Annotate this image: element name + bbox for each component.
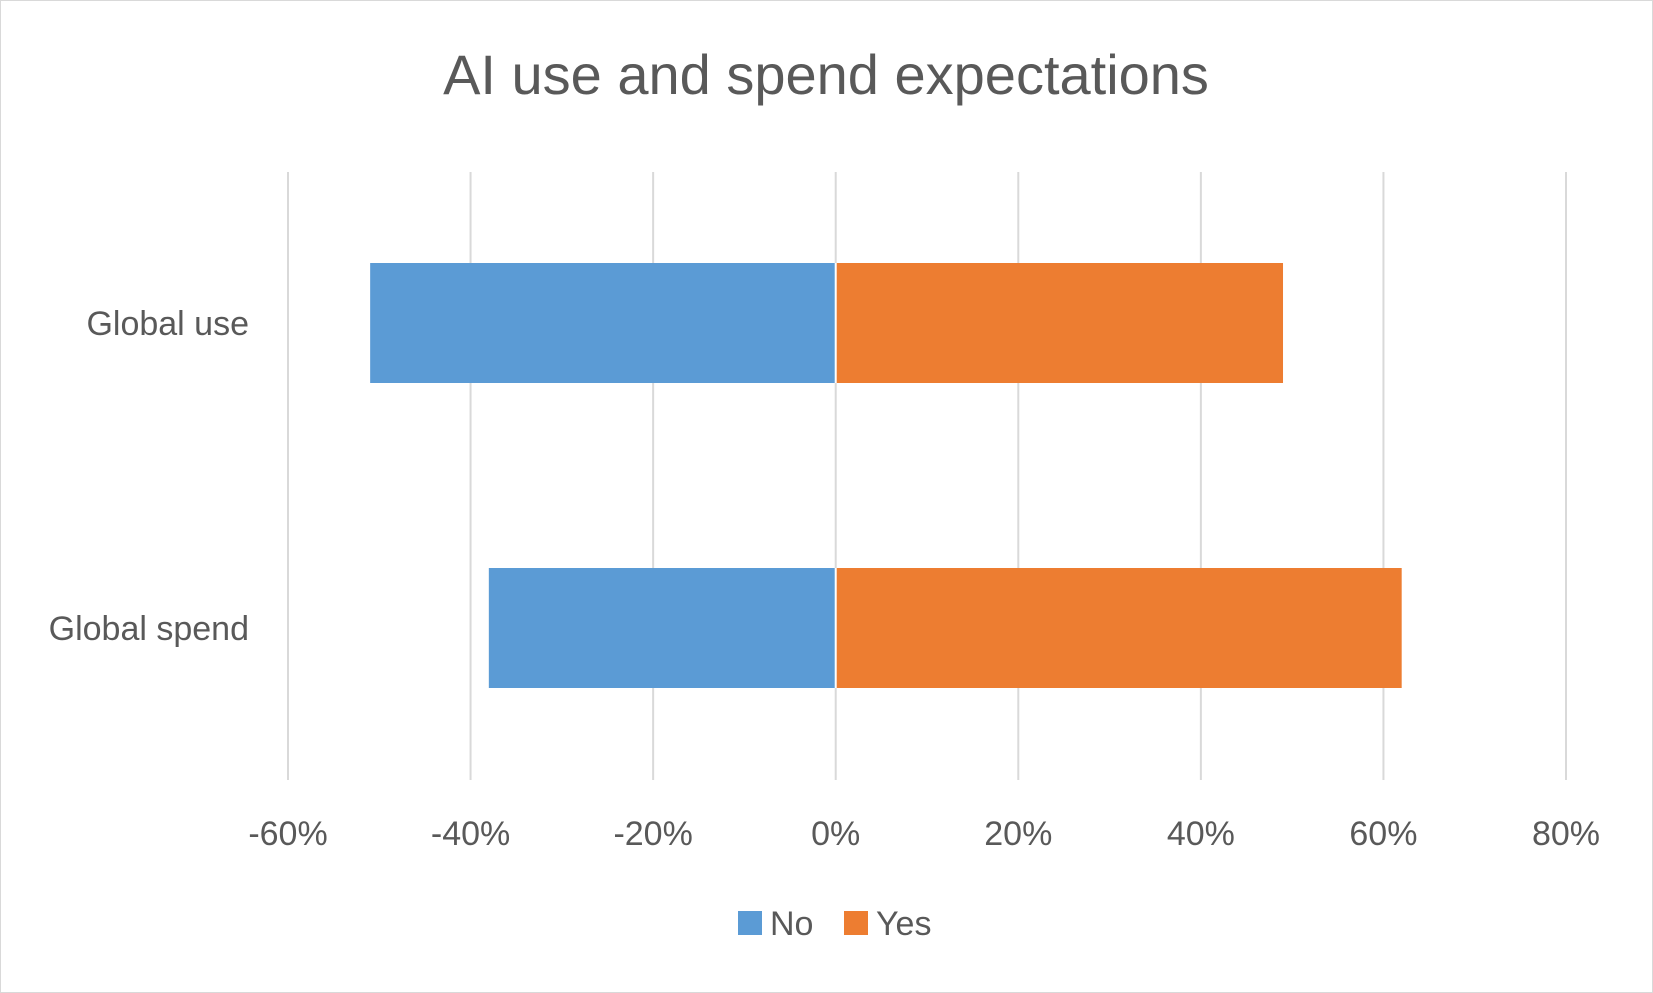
legend-swatch-yes bbox=[844, 911, 868, 935]
category-labels: Global use Global spend bbox=[49, 305, 249, 648]
bar-no-global-spend bbox=[488, 568, 836, 688]
legend: No Yes bbox=[738, 905, 931, 943]
x-tick-label: -20% bbox=[613, 815, 692, 853]
legend-label-no: No bbox=[770, 905, 813, 943]
category-label: Global use bbox=[86, 305, 249, 343]
legend-swatch-no bbox=[738, 911, 762, 935]
x-tick-label: -40% bbox=[431, 815, 510, 853]
bar-yes-global-spend bbox=[835, 568, 1402, 688]
x-tick-label: -60% bbox=[248, 815, 327, 853]
x-tick-label: 60% bbox=[1349, 815, 1417, 853]
x-tick-label: 40% bbox=[1167, 815, 1235, 853]
x-tick-label: 20% bbox=[984, 815, 1052, 853]
x-axis-tick-labels: -60% -40% -20% 0% 20% 40% 60% 80% bbox=[248, 815, 1600, 853]
chart-title: AI use and spend expectations bbox=[443, 43, 1209, 106]
bar-no-global-use bbox=[370, 263, 836, 383]
bars bbox=[370, 263, 1402, 688]
x-tick-label: 0% bbox=[811, 815, 860, 853]
legend-label-yes: Yes bbox=[876, 905, 931, 943]
category-label: Global spend bbox=[49, 610, 249, 648]
bar-yes-global-use bbox=[835, 263, 1284, 383]
x-tick-label: 80% bbox=[1532, 815, 1600, 853]
